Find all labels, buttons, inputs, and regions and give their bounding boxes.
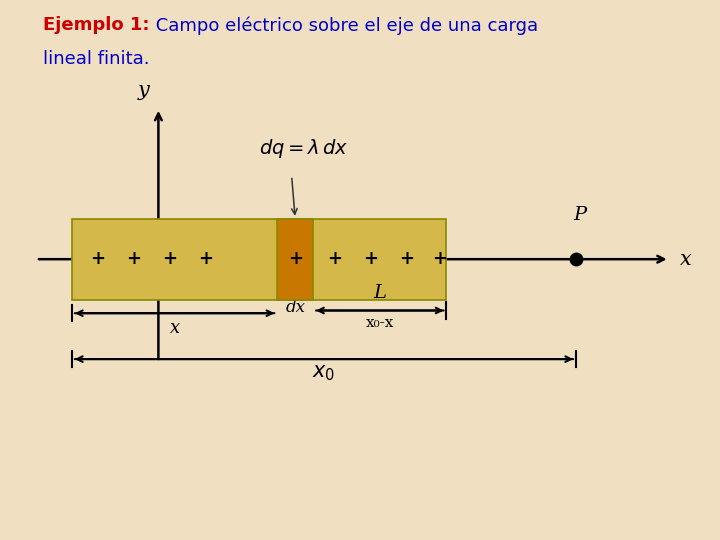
Text: +: + — [90, 250, 104, 268]
Bar — [277, 219, 313, 300]
Text: x: x — [680, 249, 692, 269]
Text: +: + — [328, 250, 342, 268]
Text: Ejemplo 1:: Ejemplo 1: — [43, 16, 150, 34]
Text: x₀-x: x₀-x — [366, 316, 394, 330]
Bar — [72, 219, 446, 300]
Text: dx: dx — [285, 299, 305, 315]
Text: x: x — [169, 319, 180, 336]
Text: +: + — [400, 250, 414, 268]
Text: y: y — [138, 81, 150, 100]
Text: +: + — [198, 250, 212, 268]
Text: $x_0$: $x_0$ — [312, 363, 336, 383]
Text: +: + — [126, 250, 140, 268]
Text: +: + — [364, 250, 378, 268]
Text: P: P — [573, 206, 586, 224]
Text: +: + — [432, 250, 446, 268]
Text: lineal finita.: lineal finita. — [43, 50, 150, 68]
Text: L: L — [373, 285, 387, 302]
Text: +: + — [162, 250, 176, 268]
Text: Campo eléctrico sobre el eje de una carga: Campo eléctrico sobre el eje de una carg… — [150, 16, 538, 35]
Text: +: + — [288, 250, 302, 268]
Text: $dq = \lambda\, dx$: $dq = \lambda\, dx$ — [259, 137, 348, 160]
